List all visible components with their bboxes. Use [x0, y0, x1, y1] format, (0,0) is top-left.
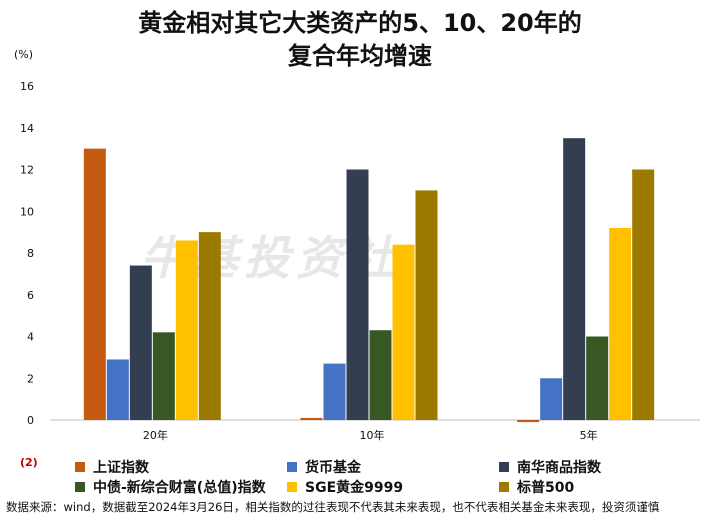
y-tick-label: 2: [27, 372, 34, 385]
y-tick-label: 12: [20, 164, 34, 177]
legend-item: 货币基金: [287, 457, 361, 477]
bar: [129, 265, 152, 420]
legend-item: 标普500: [499, 477, 574, 497]
bar: [540, 378, 563, 420]
y-tick-label: 14: [20, 122, 34, 135]
legend-swatch: [499, 482, 509, 492]
bar: [392, 244, 415, 420]
legend-item: SGE黄金9999: [287, 477, 403, 497]
legend-item: 上证指数: [75, 457, 149, 477]
legend-swatch: [287, 462, 297, 472]
bar: [175, 240, 198, 420]
bar: [563, 138, 586, 420]
unit-marker: (2): [20, 456, 38, 469]
legend-item: 南华商品指数: [499, 457, 601, 477]
legend-label: 南华商品指数: [517, 460, 601, 476]
y-tick-label: 4: [27, 331, 34, 344]
legend-label: 中债-新综合财富(总值)指数: [93, 480, 266, 496]
bar: [198, 232, 221, 420]
source-note: 数据来源：wind，数据截至2024年3月26日，相关指数的过往表现不代表其未来…: [6, 500, 660, 514]
bar: [632, 169, 655, 420]
bar: [586, 336, 609, 420]
bar: [415, 190, 438, 420]
bar: [369, 330, 392, 420]
x-tick-label: 20年: [143, 428, 168, 442]
y-tick-label: 8: [27, 247, 34, 260]
bar: [609, 227, 632, 420]
y-tick-label: 0: [27, 414, 34, 427]
bar: [83, 148, 106, 420]
legend-label: 标普500: [517, 480, 575, 496]
bar: [106, 359, 129, 420]
legend-label: 货币基金: [305, 460, 361, 476]
y-tick-label: 6: [27, 289, 34, 302]
bar: [346, 169, 369, 420]
chart-title-line-1: 黄金相对其它大类资产的5、10、20年的: [138, 9, 582, 37]
legend-label: SGE黄金9999: [305, 480, 404, 496]
legend-item: 中债-新综合财富(总值)指数: [75, 477, 266, 497]
legend-swatch: [75, 482, 85, 492]
x-tick-label: 5年: [580, 428, 598, 442]
y-tick-label: 16: [20, 80, 34, 93]
legend-swatch: [287, 482, 297, 492]
bar: [517, 420, 540, 423]
bar-chart: (%) 0 2 4 6 8 10 12 14 16 20年 10年 5年: [14, 48, 700, 442]
y-axis-unit-label: (%): [14, 48, 33, 61]
legend-label: 上证指数: [93, 460, 149, 476]
bar: [323, 363, 346, 420]
chart-title-line-2: 复合年均增速: [288, 42, 432, 70]
bar: [152, 332, 175, 420]
legend-swatch: [75, 462, 85, 472]
y-tick-label: 10: [20, 205, 34, 218]
legend-swatch: [499, 462, 509, 472]
x-tick-label: 10年: [360, 428, 385, 442]
bar: [300, 417, 323, 420]
